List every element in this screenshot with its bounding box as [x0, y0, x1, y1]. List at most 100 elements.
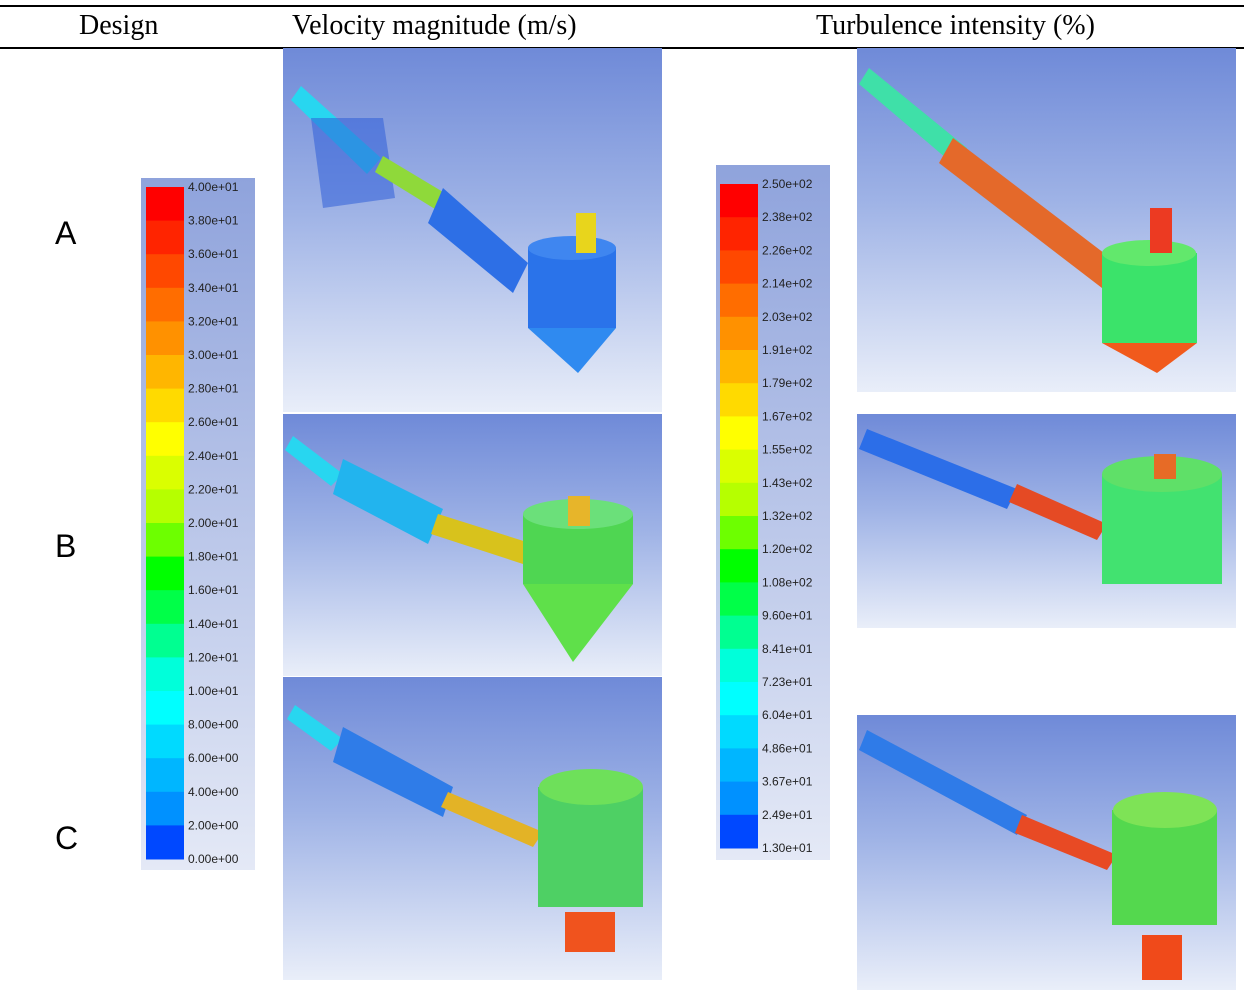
colorbar-swatch [720, 316, 758, 351]
colorbar-swatch [720, 383, 758, 417]
velocity-contour-b [283, 414, 662, 676]
colorbar-tick-label: 2.80e+01 [188, 382, 239, 396]
colorbar-tick-label: 2.49e+01 [762, 808, 813, 822]
vortex-finder [576, 213, 596, 253]
colorbar-tick-label: 2.00e+00 [188, 818, 239, 832]
colorbar-tick-label: 4.86e+01 [762, 741, 813, 755]
colorbar-tick-label: 2.60e+01 [188, 415, 239, 429]
colorbar-swatch [720, 549, 758, 583]
diffuser [428, 188, 528, 293]
colorbar-swatch [720, 615, 758, 650]
colorbar-swatch [146, 691, 184, 726]
turbulence-contour-b [857, 414, 1236, 628]
colorbar-tick-label: 3.60e+01 [188, 247, 239, 261]
colorbar-swatch [146, 287, 184, 322]
cyclone-body [528, 248, 616, 328]
colorbar-swatch [146, 724, 184, 759]
row-label-c: C [55, 820, 79, 856]
colorbar-swatch [720, 715, 758, 749]
colorbar-tick-label: 2.26e+02 [762, 243, 813, 257]
colorbar-swatch [146, 489, 184, 524]
colorbar-swatch [146, 556, 184, 591]
colorbar-swatch [720, 250, 758, 285]
colorbar-tick-label: 7.23e+01 [762, 675, 813, 689]
colorbar-tick-label: 3.00e+01 [188, 348, 239, 362]
colorbar-swatch [146, 791, 184, 826]
turbulence-contour-a [857, 48, 1236, 392]
colorbar-tick-label: 3.40e+01 [188, 281, 239, 295]
colorbar-tick-label: 1.79e+02 [762, 376, 813, 390]
turbulence-contour-c [857, 715, 1236, 990]
colorbar-tick-label: 2.03e+02 [762, 310, 813, 324]
colorbar-tick-label: 1.43e+02 [762, 476, 813, 490]
header-velocity: Velocity magnitude (m/s) [292, 10, 577, 41]
colorbar-tick-label: 6.04e+01 [762, 708, 813, 722]
dispersed-particles [311, 118, 395, 208]
colorbar-swatch [720, 482, 758, 517]
colorbar-swatch [720, 350, 758, 384]
colorbar-swatch [146, 455, 184, 490]
colorbar-swatch [146, 758, 184, 793]
colorbar-swatch [146, 254, 184, 289]
colorbar-swatch [146, 187, 184, 222]
colorbar-swatch [720, 582, 758, 617]
colorbar-tick-label: 4.00e+01 [188, 180, 239, 194]
colorbar-swatch [720, 449, 758, 484]
colorbar-swatch [720, 184, 758, 218]
velocity-contour-a [283, 48, 662, 412]
colorbar-swatch [146, 422, 184, 457]
colorbar-swatch [146, 825, 184, 860]
colorbar-tick-label: 1.20e+01 [188, 650, 239, 664]
colorbar-swatch [720, 682, 758, 716]
throat [375, 156, 453, 214]
colorbar-swatch [146, 321, 184, 356]
colorbar-swatch [146, 355, 184, 390]
cone [528, 328, 616, 373]
colorbar-tick-label: 4.00e+00 [188, 785, 239, 799]
colorbar-tick-label: 1.60e+01 [188, 583, 239, 597]
colorbar-tick-label: 3.80e+01 [188, 214, 239, 228]
velocity-contour-c [283, 677, 662, 980]
table-top-rule [0, 5, 1244, 7]
colorbar-tick-label: 1.30e+01 [762, 841, 813, 855]
colorbar-swatch [720, 283, 758, 318]
colorbar-tick-label: 1.20e+02 [762, 542, 813, 556]
colorbar-tick-label: 6.00e+00 [188, 751, 239, 765]
colorbar-swatch [146, 220, 184, 255]
colorbar-swatch [146, 388, 184, 423]
colorbar-tick-label: 2.14e+02 [762, 277, 813, 291]
colorbar-tick-label: 1.32e+02 [762, 509, 813, 523]
colorbar-tick-label: 2.40e+01 [188, 449, 239, 463]
velocity-colorbar: 4.00e+01 3.80e+01 3.60e+01 3.40e+01 3.20e+01… [141, 178, 255, 870]
row-label-b: B [55, 528, 77, 564]
colorbar-swatch [720, 648, 758, 683]
colorbar-tick-label: 1.91e+02 [762, 343, 813, 357]
colorbar-tick-label: 1.80e+01 [188, 550, 239, 564]
colorbar-swatch [146, 623, 184, 658]
turbulence-colorbar: 2.50e+02 2.38e+02 2.26e+02 2.14e+02 2.03e+02… [716, 165, 830, 860]
colorbar-tick-label: 8.41e+01 [762, 642, 813, 656]
colorbar-tick-label: 2.50e+02 [762, 177, 813, 191]
colorbar-swatch [720, 217, 758, 251]
colorbar-tick-label: 0.00e+00 [188, 852, 239, 866]
colorbar-swatch [146, 657, 184, 692]
colorbar-swatch [720, 814, 758, 849]
colorbar-tick-label: 3.20e+01 [188, 314, 239, 328]
colorbar-tick-label: 1.00e+01 [188, 684, 239, 698]
colorbar-swatch [720, 516, 758, 550]
header-turbulence: Turbulence intensity (%) [816, 10, 1095, 41]
colorbar-swatch [720, 781, 758, 816]
colorbar-tick-label: 9.60e+01 [762, 609, 813, 623]
header-design: Design [79, 10, 159, 41]
colorbar-swatch [146, 590, 184, 625]
colorbar-tick-label: 8.00e+00 [188, 718, 239, 732]
colorbar-tick-label: 1.08e+02 [762, 575, 813, 589]
colorbar-tick-label: 1.55e+02 [762, 443, 813, 457]
colorbar-tick-label: 1.67e+02 [762, 409, 813, 423]
colorbar-tick-label: 2.00e+01 [188, 516, 239, 530]
colorbar-tick-label: 1.40e+01 [188, 617, 239, 631]
colorbar-tick-label: 2.38e+02 [762, 210, 813, 224]
colorbar-swatch [720, 416, 758, 451]
colorbar-swatch [146, 523, 184, 558]
colorbar-tick-label: 3.67e+01 [762, 775, 813, 789]
